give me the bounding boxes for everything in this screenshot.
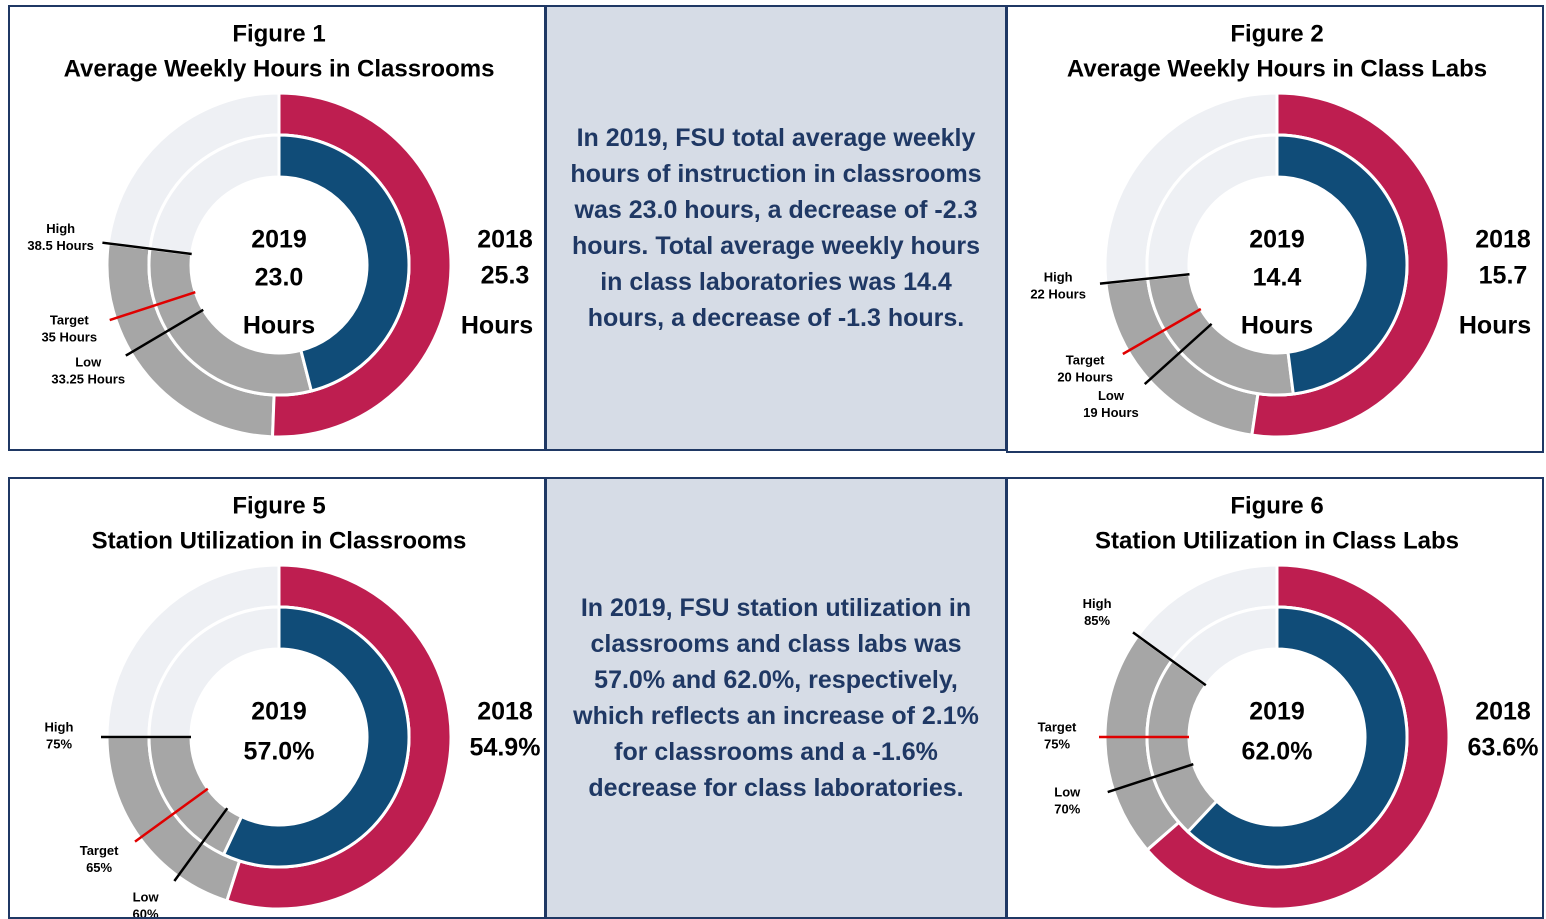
- threshold-name: Low: [75, 354, 102, 369]
- subtitle: Station Utilization in Class Labs: [1095, 527, 1459, 554]
- outer-unit: Hours: [461, 312, 533, 340]
- chart: Figure 2 Average Weekly Hours in Class La…: [1030, 20, 1531, 439]
- chart-panel: Figure 5 Station Utilization in Classroom…: [8, 477, 546, 919]
- threshold-label: 33.25 Hours: [51, 371, 125, 386]
- threshold-label: 70%: [1054, 801, 1080, 816]
- threshold-line: [173, 807, 229, 882]
- threshold-line: [134, 787, 209, 843]
- threshold-name: Low: [1098, 388, 1125, 403]
- range-band: [147, 247, 314, 397]
- center-unit: Hours: [1241, 312, 1313, 340]
- note: In 2019, FSU station utilization in clas…: [573, 594, 979, 802]
- chart-panel: Figure 6 Station Utilization in Class Lab…: [1006, 477, 1544, 919]
- threshold-name: High: [45, 719, 74, 734]
- chart-panel: Figure 2 Average Weekly Hours in Class La…: [1006, 5, 1544, 453]
- threshold-label: 22 Hours: [1030, 286, 1086, 301]
- threshold-name: Target: [1066, 352, 1105, 367]
- note-box: In 2019, FSU station utilization in clas…: [545, 477, 1007, 919]
- threshold-label: 38.5 Hours: [27, 238, 93, 253]
- chart-panel: Figure 1 Average Weekly Hours in Classroo…: [8, 5, 546, 451]
- threshold-line: [1122, 307, 1202, 356]
- threshold-line: [1143, 322, 1213, 386]
- center-unit: Hours: [243, 312, 315, 340]
- threshold-label: 35 Hours: [41, 329, 97, 344]
- subtitle: Average Weekly Hours in Classrooms: [64, 55, 495, 82]
- data-arc: [1185, 605, 1409, 869]
- chart: Figure 1 Average Weekly Hours in Classroo…: [27, 20, 533, 439]
- threshold-line: [125, 308, 204, 357]
- outer-value: 25.3: [481, 262, 530, 290]
- threshold-label: 20 Hours: [1057, 369, 1113, 384]
- threshold-label: 75%: [1044, 736, 1070, 751]
- subtitle: Station Utilization in Classrooms: [92, 527, 467, 554]
- threshold-label: 65%: [86, 860, 112, 875]
- center-value: 23.0: [255, 264, 304, 292]
- threshold-label: 60%: [133, 906, 159, 917]
- title: Figure 5: [232, 492, 325, 519]
- outer-year: 2018: [1475, 698, 1531, 726]
- threshold-name: High: [1083, 596, 1112, 611]
- data-arc: [1275, 133, 1409, 396]
- title: Figure 6: [1230, 492, 1323, 519]
- outer-value: 54.9%: [470, 734, 541, 762]
- outer-year: 2018: [477, 226, 533, 254]
- threshold-name: Target: [1038, 719, 1077, 734]
- title: Figure 2: [1230, 20, 1323, 47]
- outer-year: 2018: [1475, 226, 1531, 254]
- threshold-name: Low: [1054, 784, 1081, 799]
- data-arc: [277, 133, 411, 393]
- chart: Figure 5 Station Utilization in Classroom…: [45, 492, 541, 917]
- center-value: 62.0%: [1242, 738, 1313, 766]
- outer-value: 15.7: [1479, 262, 1528, 290]
- subtitle: Average Weekly Hours in Class Labs: [1067, 55, 1487, 82]
- center-year: 2019: [251, 226, 307, 254]
- threshold-line: [109, 291, 196, 322]
- chart: Figure 6 Station Utilization in Class Lab…: [1038, 492, 1539, 911]
- threshold-name: High: [46, 221, 75, 236]
- center-year: 2019: [1249, 698, 1305, 726]
- center-value: 14.4: [1253, 264, 1302, 292]
- data-arc: [221, 605, 411, 869]
- threshold-name: High: [1044, 269, 1073, 284]
- note-box: In 2019, FSU total average weekly hours …: [545, 5, 1007, 451]
- threshold-label: 75%: [46, 736, 72, 751]
- outer-unit: Hours: [1459, 312, 1531, 340]
- center-value: 57.0%: [244, 738, 315, 766]
- threshold-line: [1099, 272, 1190, 285]
- threshold-name: Low: [133, 889, 160, 904]
- threshold-name: Target: [50, 312, 89, 327]
- outer-value: 63.6%: [1468, 734, 1539, 762]
- outer-year: 2018: [477, 698, 533, 726]
- threshold-line: [1132, 631, 1207, 687]
- note: In 2019, FSU total average weekly hours …: [570, 124, 982, 332]
- threshold-line: [102, 241, 192, 256]
- center-year: 2019: [251, 698, 307, 726]
- threshold-name: Target: [80, 843, 119, 858]
- title: Figure 1: [232, 20, 325, 47]
- threshold-line: [1107, 763, 1194, 794]
- center-year: 2019: [1249, 226, 1305, 254]
- threshold-label: 19 Hours: [1083, 405, 1139, 420]
- threshold-label: 85%: [1084, 613, 1110, 628]
